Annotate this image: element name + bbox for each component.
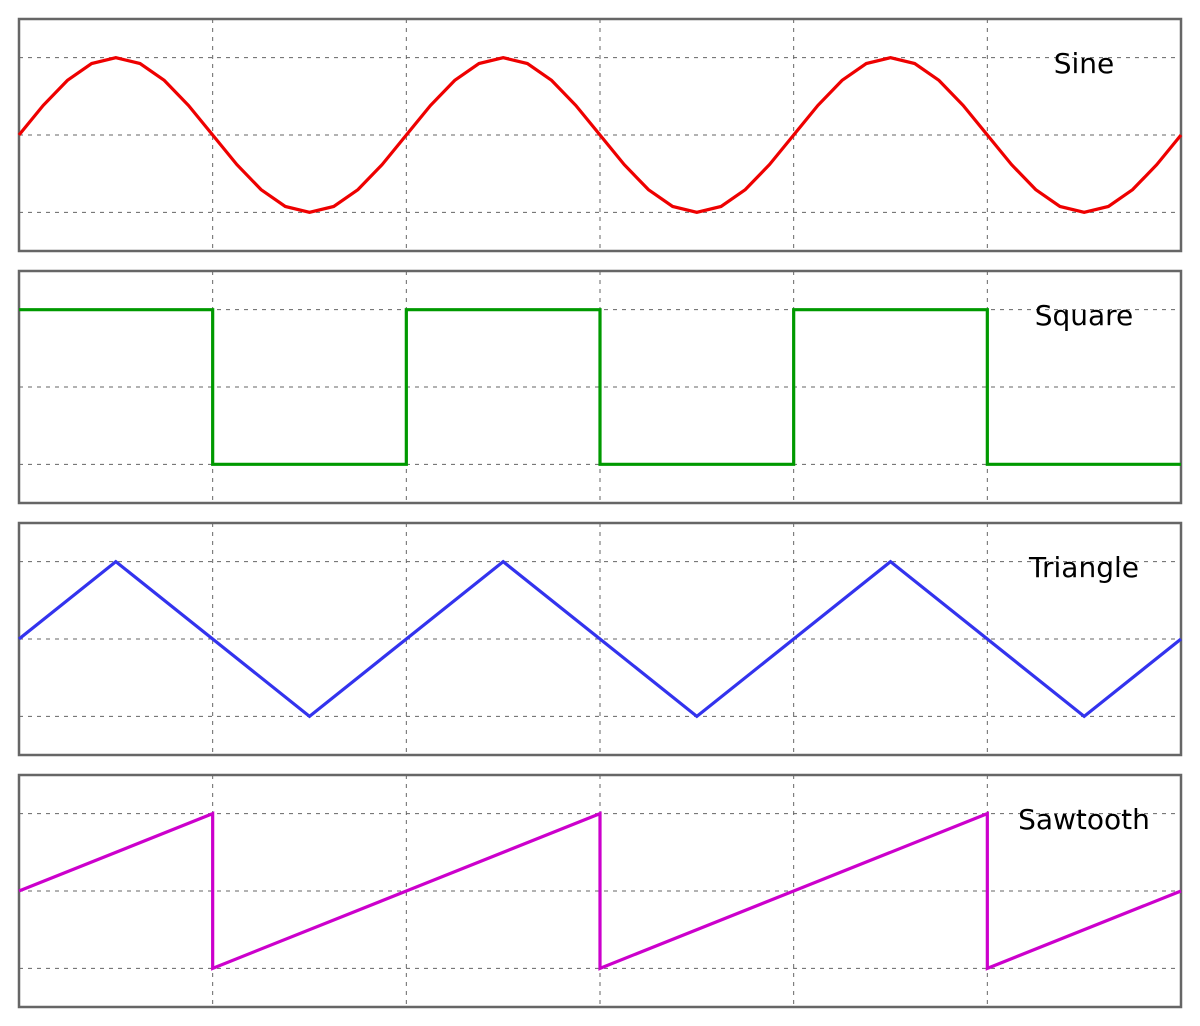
sine-panel: Sine (17, 17, 1183, 253)
triangle-grid (19, 523, 1181, 755)
sawtooth-wave-line (18, 811, 1182, 971)
sine-wave-line (17, 56, 1183, 214)
sawtooth-label: Sawtooth (1018, 803, 1150, 836)
sawtooth-panel: Sawtooth (17, 773, 1183, 1009)
sine-grid (19, 19, 1181, 251)
triangle-label: Triangle (1028, 551, 1139, 584)
square-panel: Square (17, 269, 1183, 505)
square-label: Square (1035, 299, 1134, 332)
triangle-wave-line (18, 559, 1182, 719)
square-wave-line (19, 308, 1181, 466)
sine-label: Sine (1054, 47, 1115, 80)
triangle-panel: Triangle (17, 521, 1183, 757)
